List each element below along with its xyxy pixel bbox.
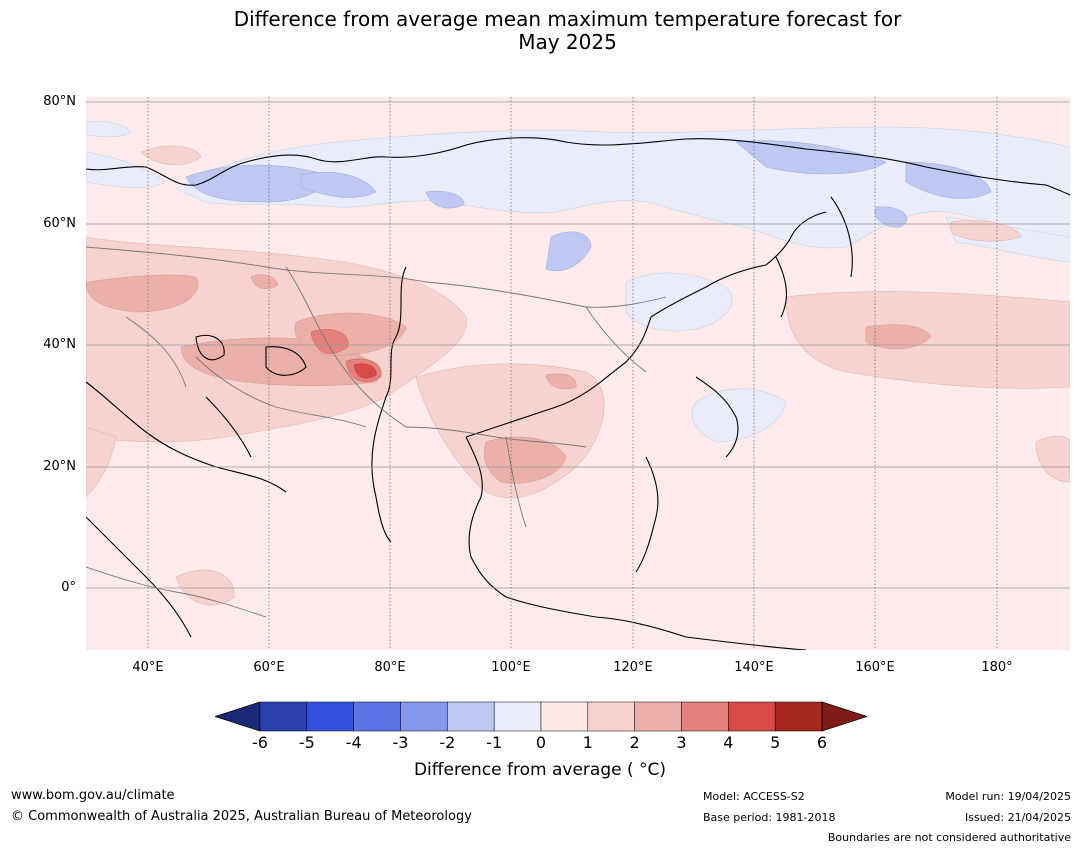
lon-label-40e: 40°E [132, 660, 164, 675]
lon-label-100e: 100°E [491, 660, 531, 675]
footer-base-period: Base period: 1981-2018 [703, 811, 836, 824]
lat-label-40n: 40°N [43, 337, 76, 352]
colorbar-swatch [774, 701, 823, 732]
cool-patch-6 [905, 161, 992, 199]
colorbar-tick-label: -6 [252, 733, 268, 752]
lat-label-60n: 60°N [43, 216, 76, 231]
warm-patch-5 [865, 324, 932, 350]
colorbar [215, 701, 867, 732]
colorbar-tick-label: 5 [770, 733, 781, 752]
warm-region-japan-sea [950, 220, 1022, 242]
cool-region-arctic-west [86, 120, 132, 138]
footer-disclaimer: Boundaries are not considered authoritat… [827, 831, 1071, 844]
lon-label-60e: 60°E [253, 660, 285, 675]
colorbar-tick-label: -5 [298, 733, 315, 752]
colorbar-tick-label: 2 [629, 733, 640, 752]
footer-model-run: Model run: 19/04/2025 [945, 790, 1071, 803]
colorbar-swatch [681, 701, 729, 732]
warm-patch-7 [250, 274, 279, 289]
lon-label-120e: 120°E [613, 660, 653, 675]
warm-patch-6 [545, 373, 577, 390]
lat-label-0: 0° [61, 580, 76, 595]
colorbar-tick-label: -4 [345, 733, 362, 752]
coastlines [86, 137, 1070, 650]
cool-region-far-west [86, 151, 167, 189]
meridians [147, 97, 998, 650]
warm-hotspot-1 [310, 329, 349, 354]
colorbar-swatch [306, 701, 354, 732]
cool-patch-2 [300, 172, 377, 198]
footer-issued: Issued: 21/04/2025 [964, 811, 1071, 824]
lon-label-140e: 140°E [734, 660, 774, 675]
cool-region-japan-east [691, 388, 787, 443]
cool-patch-4 [545, 231, 592, 272]
cool-patch-3 [425, 191, 465, 209]
colorbar-tick-label: -2 [439, 733, 456, 752]
colorbar-swatch [259, 701, 308, 732]
colorbar-swatch [634, 701, 682, 732]
colorbar-tick-label: 3 [676, 733, 687, 752]
lat-label-20n: 20°N [43, 459, 76, 474]
colorbar-extend-low [215, 701, 261, 732]
lon-label-160e: 160°E [855, 660, 895, 675]
footer-url: www.bom.gov.au/climate [11, 788, 175, 803]
map-title: Difference from average mean maximum tem… [0, 8, 1081, 54]
lat-label-80n: 80°N [43, 94, 76, 109]
footer-copyright: © Commonwealth of Australia 2025, Austra… [11, 809, 472, 824]
colorbar-extend-high [821, 701, 867, 732]
country-borders [86, 246, 667, 618]
colorbar-swatch [728, 701, 776, 732]
warm-region-africa-east [175, 569, 235, 606]
lon-label-80e: 80°E [374, 660, 406, 675]
cool-patch-5 [735, 140, 887, 175]
colorbar-tick-label: -3 [392, 733, 409, 752]
colorbar-swatch [493, 701, 542, 732]
warm-patch-1 [86, 274, 199, 313]
warm-region-east-pacific [1035, 435, 1070, 483]
cool-patch-7 [874, 206, 908, 228]
title-line-2: May 2025 [518, 30, 617, 54]
colorbar-swatch [353, 701, 401, 732]
colorbar-label: Difference from average ( °C) [413, 760, 667, 780]
colorbar-tick-label: 6 [816, 733, 828, 752]
warm-region-arctic [140, 145, 202, 166]
colorbar-tick-label: 0 [535, 733, 547, 752]
title-line-1: Difference from average mean maximum tem… [233, 7, 902, 31]
warm-region-africa-west [86, 426, 117, 498]
colorbar-tick-label: 1 [582, 733, 593, 752]
colorbar-tick-label: 4 [723, 733, 734, 752]
lon-label-180: 180° [981, 660, 1013, 675]
colorbar-swatch [587, 701, 635, 732]
graticule [86, 101, 1070, 589]
colorbar-tick-label: -1 [486, 733, 503, 752]
warm-hotspot-core [353, 363, 377, 379]
colorbar-swatch [447, 701, 495, 732]
footer-model: Model: ACCESS-S2 [703, 790, 805, 803]
forecast-map [86, 97, 1070, 650]
colorbar-swatch [540, 701, 589, 732]
colorbar-swatch [400, 701, 448, 732]
